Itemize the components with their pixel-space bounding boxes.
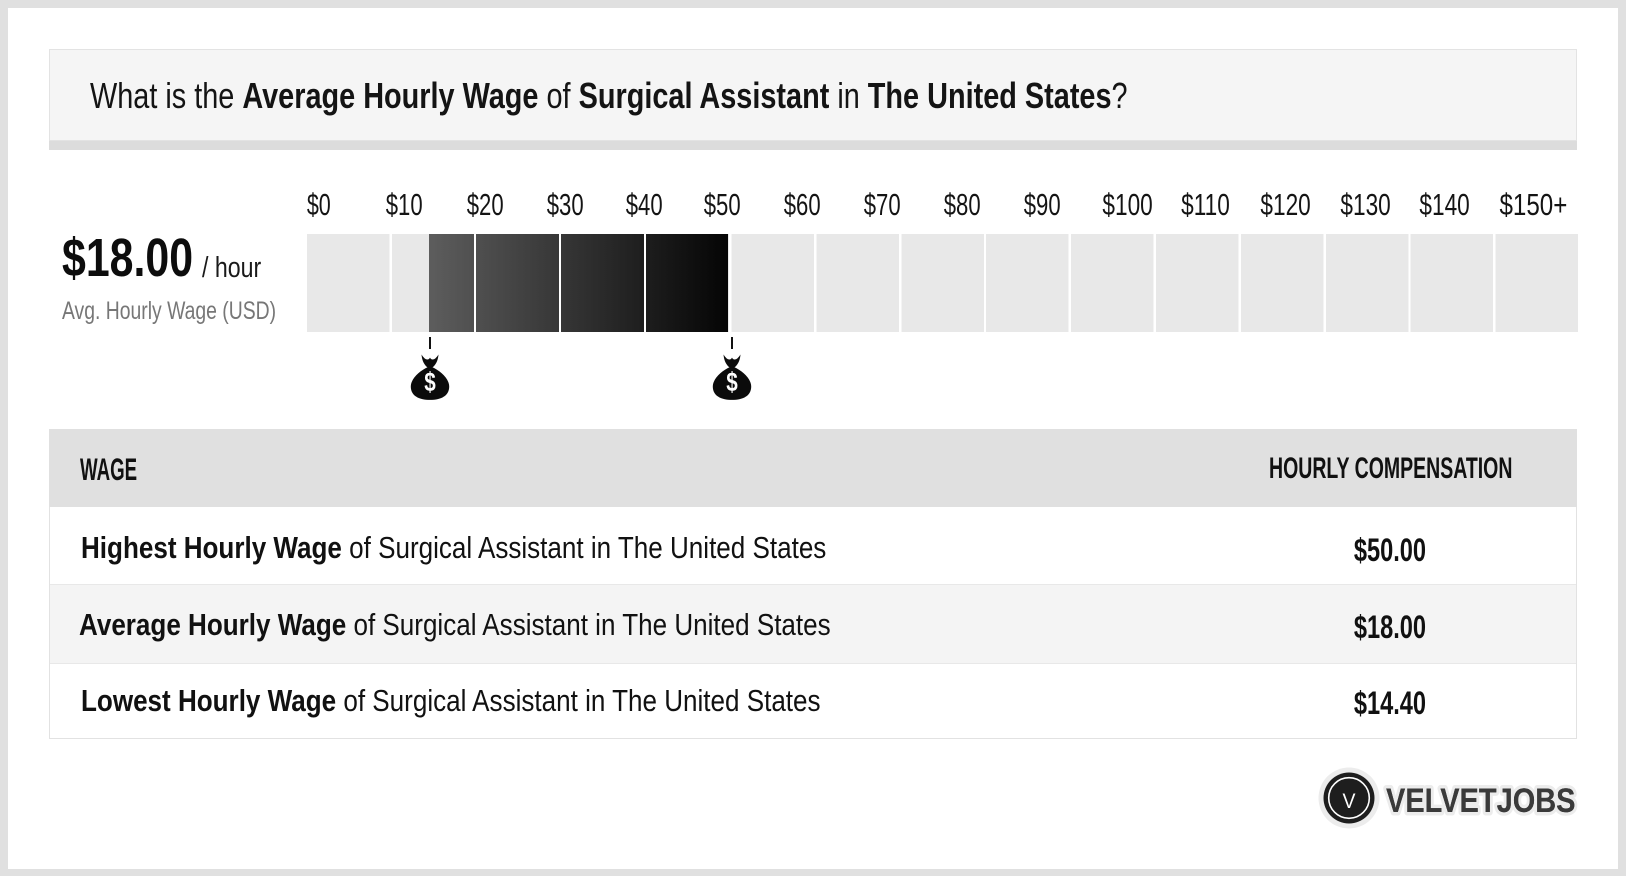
svg-text:V: V xyxy=(1343,789,1357,813)
svg-text:$: $ xyxy=(726,367,738,397)
svg-text:VELVETJOBS: VELVETJOBS xyxy=(1386,782,1576,820)
svg-text:VELVETJOBS: VELVETJOBS xyxy=(1386,782,1576,820)
svg-text:$: $ xyxy=(424,367,436,397)
